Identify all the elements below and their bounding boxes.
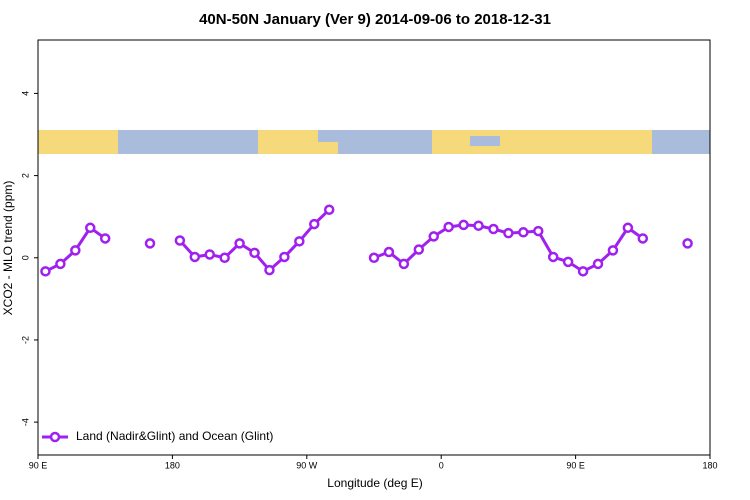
y-tick-label: 2: [20, 173, 30, 178]
point: [99, 233, 111, 244]
point: [309, 218, 320, 230]
legend-marker: [49, 431, 61, 443]
point: [458, 219, 469, 231]
point: [264, 264, 275, 276]
x-axis-label: Longitude (deg E): [327, 476, 422, 490]
point: [562, 256, 574, 268]
point: [219, 252, 230, 264]
point: [533, 225, 544, 237]
y-tick-label: -4: [20, 418, 30, 426]
x-tick-label: 90 E: [566, 460, 585, 470]
point: [383, 246, 395, 258]
point: [577, 266, 589, 277]
point: [144, 238, 156, 249]
y-tick-label: 4: [20, 91, 30, 96]
y-tick-label: -2: [20, 336, 30, 344]
x-tick-label: 90 E: [29, 460, 48, 470]
point: [249, 247, 260, 259]
point: [234, 238, 245, 249]
y-axis-label: XCO2 - MLO trend (ppm): [1, 181, 15, 316]
point: [189, 251, 201, 263]
point: [592, 258, 604, 270]
map-strip: [38, 130, 710, 154]
point: [547, 251, 559, 263]
point: [518, 227, 529, 238]
point: [443, 221, 454, 233]
point: [294, 236, 305, 247]
point: [279, 251, 290, 263]
x-tick-label: 180: [165, 460, 180, 470]
point: [85, 222, 96, 234]
point: [428, 231, 439, 242]
point: [503, 227, 514, 239]
point: [70, 245, 81, 256]
point: [488, 223, 499, 235]
x-tick-label: 180: [702, 460, 717, 470]
x-tick-label: 0: [439, 460, 444, 470]
point: [40, 266, 51, 277]
x-tick-label: 90 W: [296, 460, 318, 470]
point: [622, 222, 634, 234]
plot-frame: [37, 39, 711, 456]
chart-title: 40N-50N January (Ver 9) 2014-09-06 to 20…: [199, 11, 551, 28]
point: [637, 233, 649, 244]
point: [55, 258, 66, 270]
y-tick-label: 0: [20, 255, 30, 260]
point: [607, 245, 619, 256]
point: [398, 258, 410, 270]
point: [323, 204, 335, 215]
point: [473, 220, 484, 231]
point: [368, 252, 380, 264]
point: [174, 235, 186, 246]
point: [204, 249, 215, 260]
point: [682, 238, 693, 249]
point: [413, 244, 425, 255]
legend-label: Land (Nadir&Glint) and Ocean (Glint): [76, 429, 273, 443]
series-line: [45, 210, 687, 272]
